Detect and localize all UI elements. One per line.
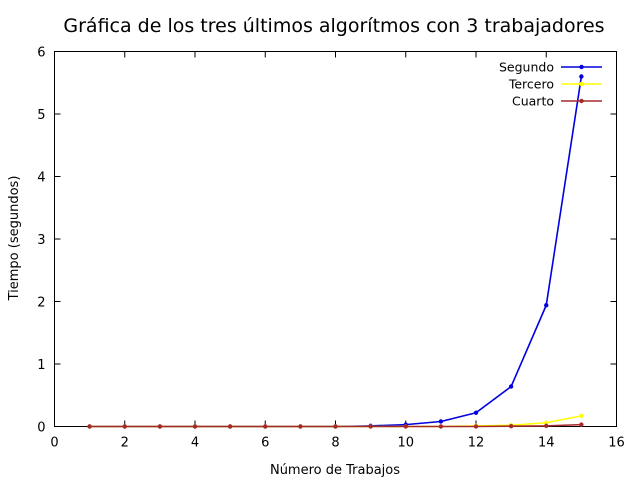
x-tick-label: 10 <box>397 436 414 451</box>
data-point <box>508 423 514 429</box>
data-point <box>579 74 584 79</box>
data-point <box>368 424 373 429</box>
y-tick-label: 0 <box>37 421 45 436</box>
legend-label: Tercero <box>508 77 554 92</box>
y-tick-label: 3 <box>37 233 45 248</box>
y-tick-label: 2 <box>37 296 45 311</box>
series-line <box>89 76 583 428</box>
data-point <box>298 424 303 429</box>
x-tick-label: 8 <box>331 436 339 451</box>
data-point <box>579 422 584 427</box>
data-point <box>87 424 92 429</box>
data-point <box>157 424 163 429</box>
series-cuarto <box>87 422 584 429</box>
legend-label: Cuarto <box>512 94 554 109</box>
data-point <box>438 419 444 424</box>
data-point <box>263 424 268 429</box>
data-point <box>333 424 338 429</box>
y-axis-label: Tiempo (segundos) <box>7 176 22 302</box>
x-tick-label: 14 <box>538 436 555 451</box>
data-point <box>473 424 479 429</box>
x-axis-label: Número de Trabajos <box>270 463 400 478</box>
x-tick-label: 4 <box>191 436 199 451</box>
chart-title: Gráfica de los tres últimos algorítmos c… <box>63 15 604 37</box>
data-point <box>122 424 127 429</box>
data-point <box>192 424 198 429</box>
data-point <box>544 303 549 308</box>
data-point <box>403 424 408 429</box>
data-point <box>438 424 444 429</box>
series-layer <box>87 74 584 429</box>
y-tick-label: 5 <box>37 108 45 123</box>
x-tick-label: 16 <box>608 436 625 451</box>
data-point <box>579 413 584 419</box>
data-point <box>544 423 549 429</box>
legend-marker <box>579 98 584 104</box>
legend: Segundo Tercero Cuarto <box>499 60 602 109</box>
legend-label: Segundo <box>499 60 554 75</box>
legend-marker <box>579 81 584 87</box>
y-tick-label: 1 <box>37 358 45 373</box>
data-point <box>508 384 514 389</box>
data-point <box>473 410 479 415</box>
x-tick-label: 2 <box>121 436 129 451</box>
legend-marker <box>579 64 584 70</box>
data-point <box>544 420 549 425</box>
x-tick-label: 0 <box>50 436 58 451</box>
x-tick-label: 12 <box>468 436 485 451</box>
x-tick-label: 6 <box>261 436 269 451</box>
y-tick-label: 6 <box>37 46 45 61</box>
series-segundo <box>87 74 584 429</box>
data-point <box>227 424 233 429</box>
y-tick-label: 4 <box>37 171 45 186</box>
